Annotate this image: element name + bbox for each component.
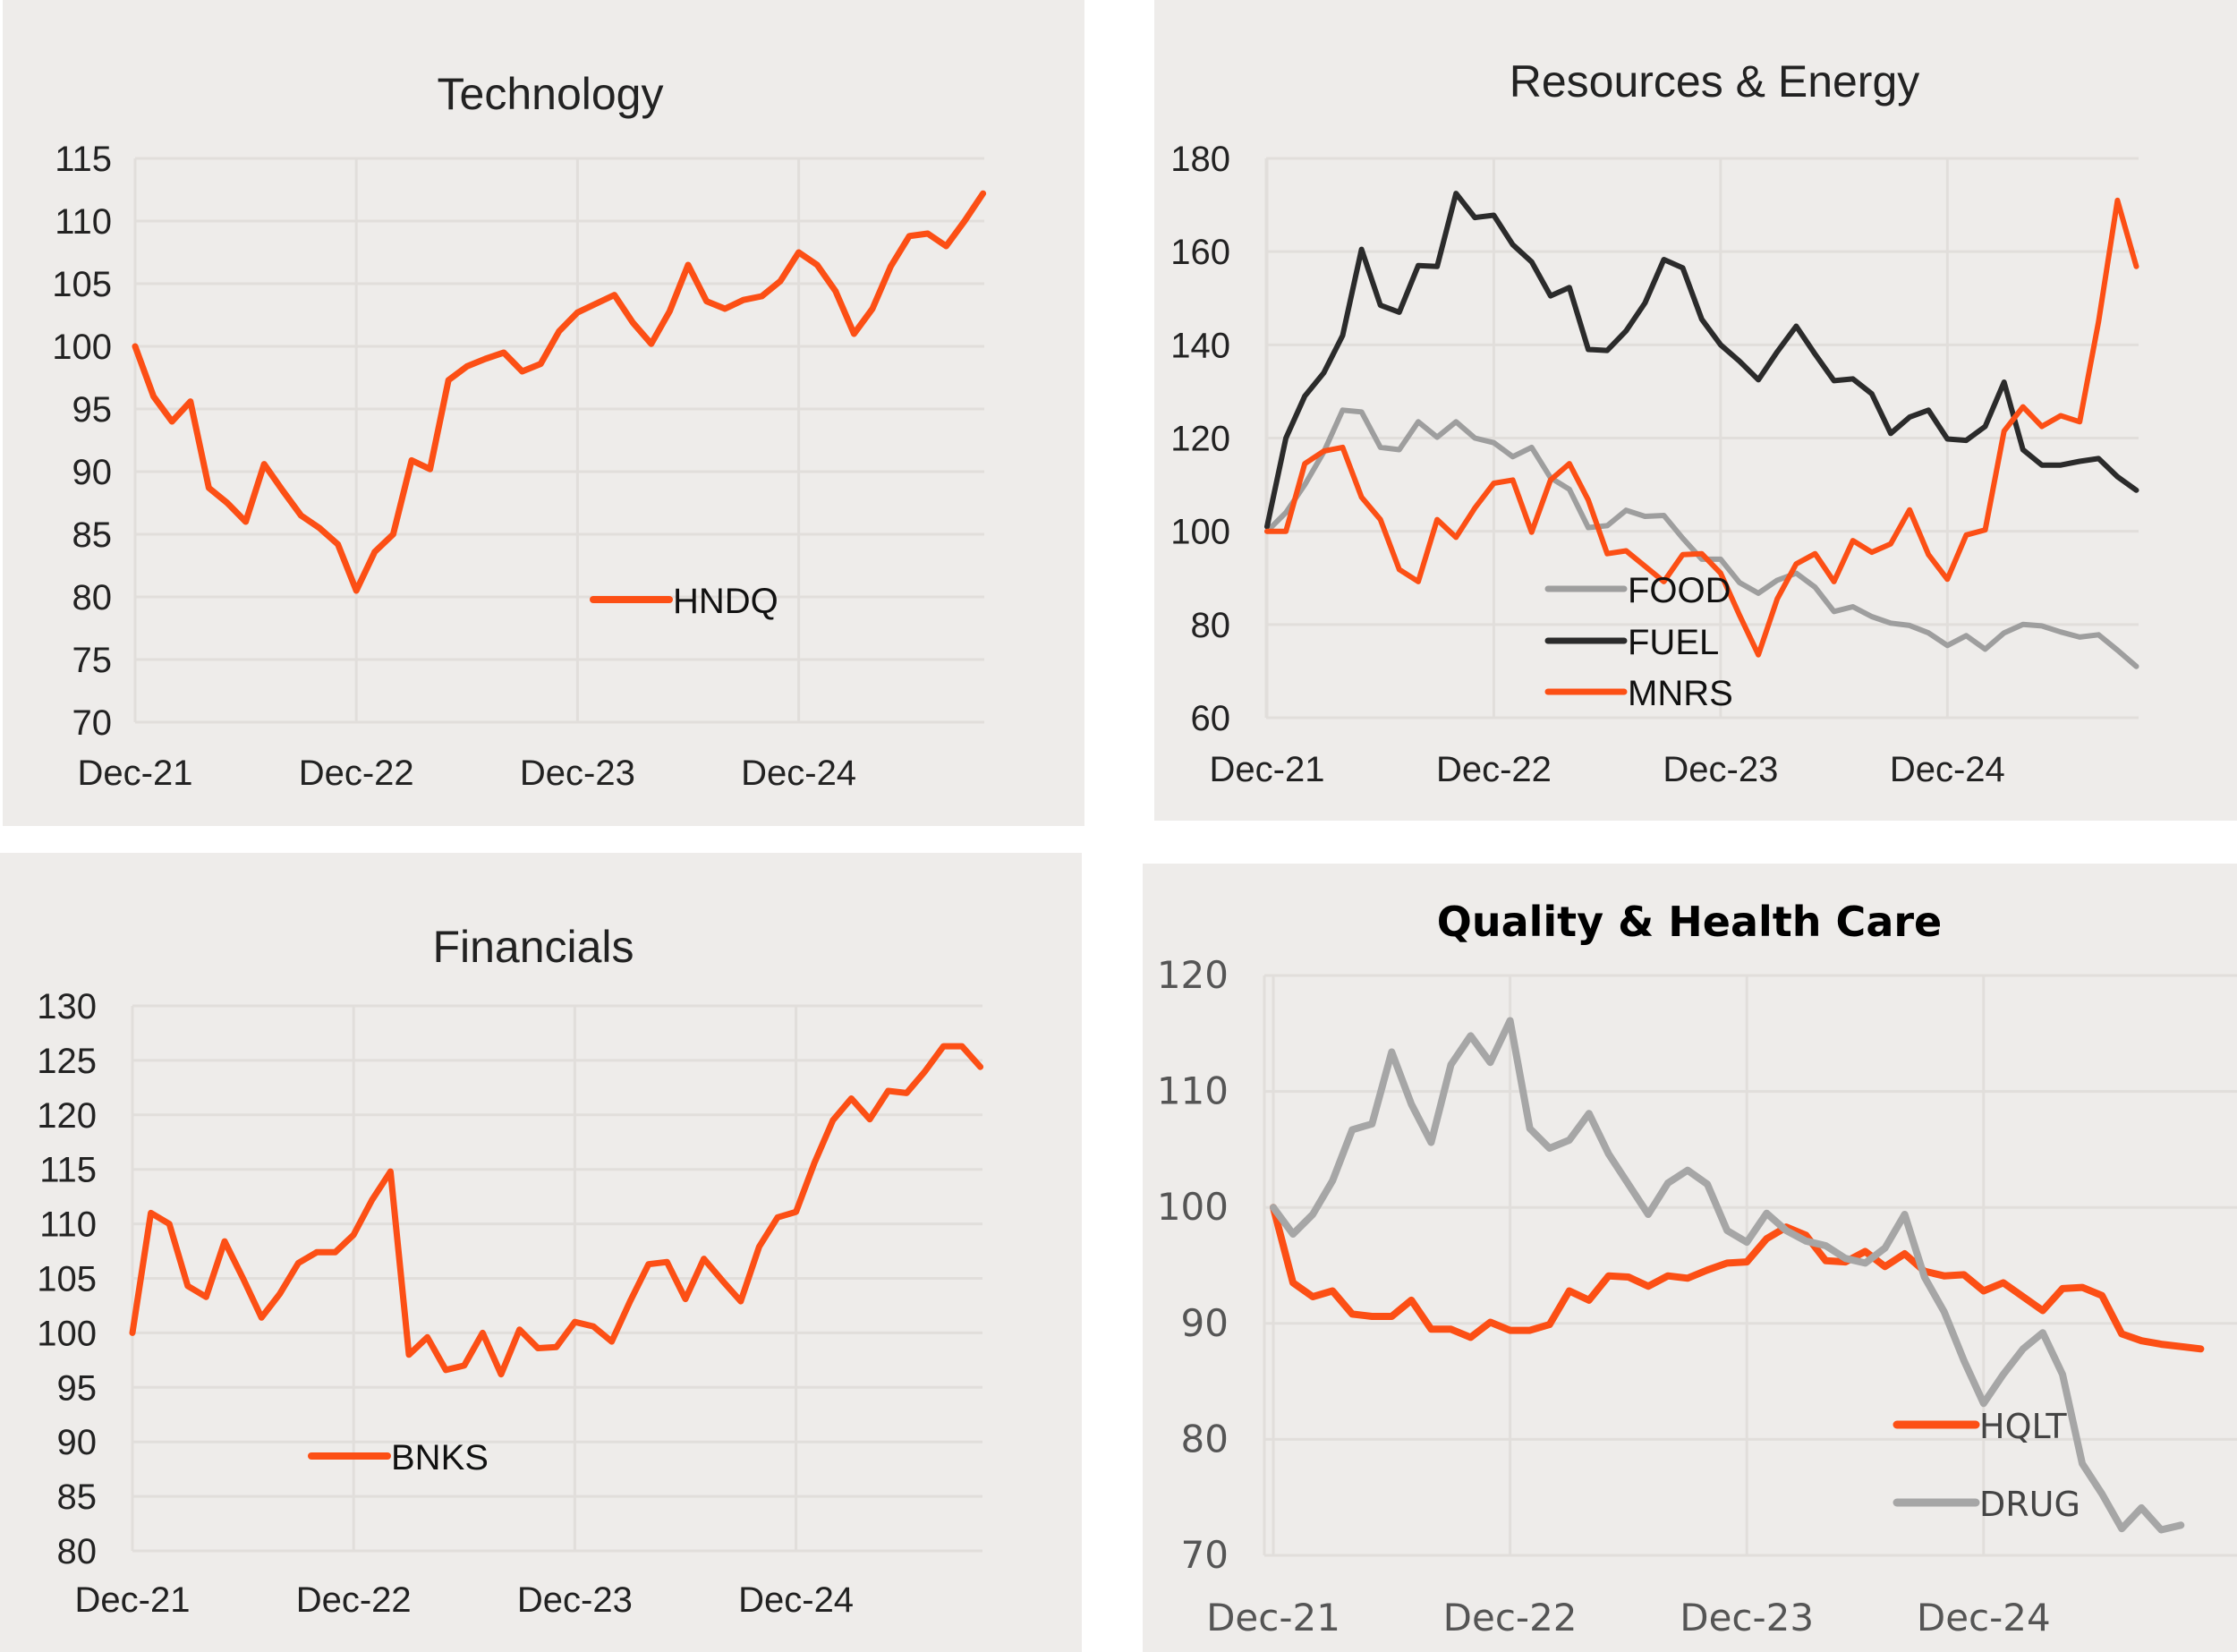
series-line-bnks	[129, 1043, 984, 1378]
legend-item-fuel: FUEL	[1544, 623, 1719, 662]
y-tick-label: 180	[1170, 140, 1230, 179]
y-tick-label: 100	[37, 1314, 97, 1353]
y-tick-label: 130	[37, 987, 97, 1026]
legend-label: BNKS	[391, 1438, 489, 1477]
x-tick-label: Dec-22	[299, 754, 414, 793]
x-tick-label: Dec-23	[1663, 750, 1778, 789]
legend-label: FUEL	[1628, 623, 1719, 662]
y-tick-label: 120	[37, 1096, 97, 1136]
y-tick-label: 95	[57, 1368, 98, 1408]
y-tick-label: 120	[1157, 953, 1229, 997]
y-tick-label: 100	[52, 328, 112, 367]
legend-item-hndq: HNDQ	[590, 582, 778, 621]
x-tick-label: Dec-23	[1680, 1596, 1814, 1639]
y-tick-label: 160	[1170, 233, 1230, 272]
chart-title: Quality & Health Care	[1437, 898, 1943, 946]
series-line-hqlt	[1270, 1204, 2205, 1353]
x-tick-label: Dec-24	[1917, 1596, 2051, 1639]
y-tick-label: 85	[72, 515, 113, 555]
y-tick-label: 100	[1170, 513, 1230, 552]
x-tick-label: Dec-22	[1443, 1596, 1578, 1639]
x-tick-label: Dec-21	[75, 1580, 191, 1620]
legend-item-food: FOOD	[1544, 571, 1731, 610]
panel-background	[1154, 0, 2237, 821]
y-tick-label: 125	[37, 1042, 97, 1081]
y-tick-label: 70	[1181, 1533, 1229, 1577]
y-tick-label: 60	[1191, 699, 1231, 738]
chart-panel-quality-health-care: 70 80 90 100 110 120 Dec-21 Dec-22 Dec-23 Dec-24 H…	[1143, 864, 2237, 1652]
chart-title: Financials	[432, 922, 634, 972]
y-tick-label: 90	[57, 1423, 98, 1462]
legend-item-hqlt: HQLT	[1893, 1407, 2067, 1446]
y-tick-label: 110	[1157, 1069, 1229, 1113]
legend-label: MNRS	[1628, 674, 1733, 713]
legend-label: FOOD	[1628, 571, 1731, 610]
y-tick-label: 120	[1170, 420, 1230, 459]
y-tick-label: 140	[1170, 326, 1230, 365]
series-line-hndq	[132, 190, 987, 594]
legend-label: HNDQ	[673, 582, 778, 621]
y-tick-label: 80	[1191, 606, 1231, 645]
y-tick-label: 80	[57, 1532, 98, 1571]
y-tick-label: 80	[72, 578, 113, 617]
y-tick-label: 115	[39, 1151, 97, 1190]
legend-item-mnrs: MNRS	[1544, 674, 1733, 713]
chart-panel-resources-energy: 60 80 100 120 140 160 180 Dec-21 Dec-22 Dec-23 Dec…	[1154, 0, 2237, 821]
x-tick-label: Dec-24	[741, 754, 856, 793]
x-tick-label: Dec-23	[520, 754, 635, 793]
y-tick-label: 110	[55, 202, 112, 242]
y-tick-label: 95	[72, 390, 113, 430]
y-tick-label: 75	[72, 641, 113, 680]
x-tick-label: Dec-22	[1436, 750, 1552, 789]
chart-title: Technology	[438, 69, 664, 119]
legend-item-bnks: BNKS	[308, 1438, 489, 1477]
x-tick-label: Dec-23	[517, 1580, 633, 1620]
series-line-mnrs	[1264, 197, 2139, 658]
series-line-fuel	[1264, 191, 2139, 530]
x-tick-label: Dec-21	[78, 754, 193, 793]
series-line-food	[1264, 407, 2139, 669]
chart-panel-financials: 80 85 90 95 100 105 110 115 120 125 130 Dec-21 Dec-2…	[0, 853, 1082, 1652]
legend-label: DRUG	[1979, 1485, 2080, 1524]
legend-label: HQLT	[1979, 1407, 2067, 1446]
x-tick-label: Dec-21	[1210, 750, 1325, 789]
legend-item-drug: DRUG	[1893, 1485, 2080, 1524]
y-tick-label: 115	[55, 140, 112, 179]
chart-title: Resources & Energy	[1510, 56, 1920, 106]
y-tick-label: 105	[52, 265, 112, 304]
y-tick-label: 100	[1157, 1185, 1229, 1229]
x-tick-label: Dec-24	[738, 1580, 854, 1620]
panel-background	[1143, 864, 2237, 1652]
x-tick-label: Dec-22	[296, 1580, 412, 1620]
y-tick-label: 80	[1181, 1417, 1229, 1460]
y-tick-label: 70	[72, 703, 113, 743]
y-tick-label: 90	[72, 453, 113, 492]
y-tick-label: 105	[37, 1260, 97, 1299]
chart-panel-technology: 70 75 80 85 90 95 100 105 110 115 Dec-21 Dec-22 Dec-…	[3, 0, 1084, 826]
y-tick-label: 90	[1181, 1301, 1229, 1345]
x-tick-label: Dec-24	[1890, 750, 2005, 789]
y-tick-label: 85	[57, 1477, 98, 1517]
panel-background	[0, 853, 1082, 1652]
y-tick-label: 110	[39, 1205, 97, 1245]
series-line-drug	[1270, 1017, 2185, 1534]
x-tick-label: Dec-21	[1206, 1596, 1340, 1639]
